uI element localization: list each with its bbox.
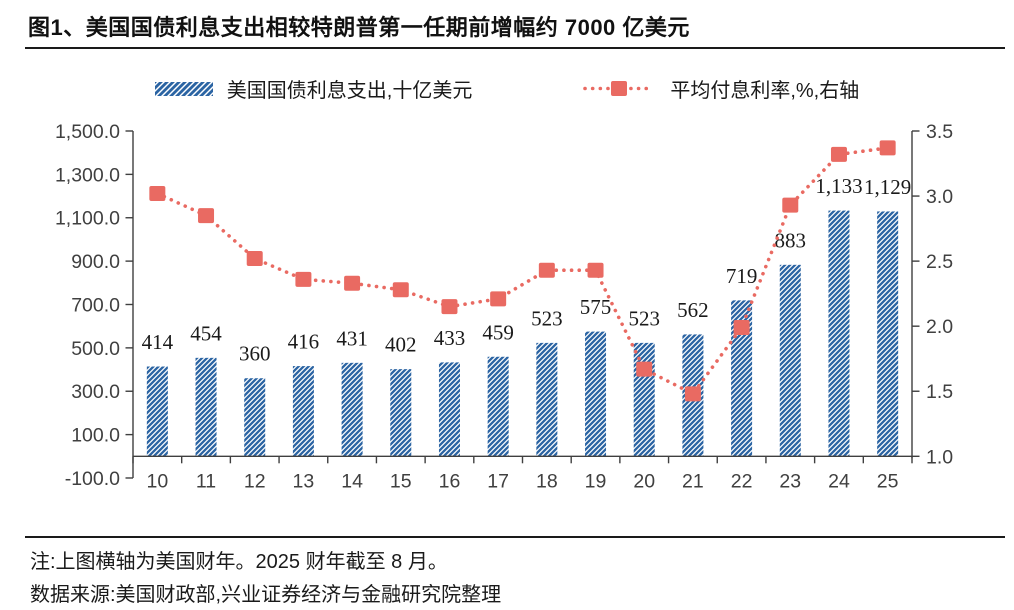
x-tick-label-fy12: 12: [244, 470, 266, 492]
right-axis: 3.5 3.0 2.5 2.0 1.5 1.0: [911, 121, 953, 468]
figure-title: 图1、美国国债利息支出相较特朗普第一任期前增幅约 7000 亿美元: [28, 15, 690, 40]
bar-fy17: [487, 356, 509, 457]
bar-label-fy19: 575: [580, 295, 612, 319]
rate-marker-fy24: [830, 146, 847, 162]
x-tick-label-fy23: 23: [779, 470, 801, 492]
right-tick-label: 3.5: [926, 121, 953, 143]
rate-marker-fy23: [782, 197, 799, 213]
bar-fy25: [877, 211, 899, 457]
rate-marker-fy12: [246, 251, 263, 267]
bar-label-fy17: 459: [482, 320, 514, 344]
bar-label-fy10: 414: [142, 330, 174, 354]
left-axis: 1,500.0 1,300.0 1,100.0 900.0 700.0 500.0 300.…: [55, 121, 134, 490]
x-tick-label-fy13: 13: [293, 470, 315, 492]
bar-label-fy25: 1,129: [864, 175, 911, 199]
hatched-bar-swatch-icon: [154, 81, 213, 96]
rate-marker-fy14: [344, 275, 361, 291]
bar-label-fy11: 454: [190, 321, 222, 345]
x-tick-label-fy21: 21: [682, 470, 704, 492]
x-tick-label-fy16: 16: [439, 470, 461, 492]
left-tick-label: 300.0: [71, 381, 120, 403]
bars-series: [146, 210, 899, 457]
legend-label-interest-expense: 美国国债利息支出,十亿美元: [226, 80, 473, 102]
left-tick-label: 100.0: [71, 425, 120, 447]
x-tick-label-fy15: 15: [390, 470, 412, 492]
right-tick-label: 3.0: [926, 186, 953, 208]
legend-item-avg-rate: 平均付息利率,%,右轴: [582, 74, 859, 103]
data-source: 数据来源:美国财政部,兴业证券经济与金融研究院整理: [30, 584, 502, 606]
right-tick-label: 2.0: [926, 316, 953, 338]
bar-fy10: [146, 366, 168, 457]
left-tick-label: 500.0: [71, 338, 120, 360]
x-tick-label-fy24: 24: [828, 470, 850, 492]
bar-label-fy14: 431: [336, 326, 368, 350]
rate-marker-fy10: [149, 185, 166, 201]
rate-marker-fy16: [441, 299, 458, 315]
bar-fy19: [585, 331, 607, 457]
bar-fy12: [244, 378, 266, 457]
category-axis: 10 11 12 13 14 15 16 17 18 19 20 21 22 23 24 25: [132, 455, 913, 492]
bar-fy15: [390, 369, 412, 457]
x-tick-label-fy18: 18: [536, 470, 558, 492]
bar-label-fy13: 416: [288, 330, 320, 354]
bar-fy18: [536, 342, 558, 457]
bar-fy13: [292, 366, 314, 457]
left-tick-label: 1,300.0: [55, 164, 120, 186]
rate-marker-fy22: [733, 319, 750, 335]
bar-label-fy24: 1,133: [815, 174, 862, 198]
x-tick-label-fy14: 14: [341, 470, 363, 492]
rate-marker-fy13: [295, 271, 312, 287]
left-tick-label: 1,500.0: [55, 121, 120, 143]
right-tick-label: 1.0: [926, 446, 953, 468]
bar-label-fy16: 433: [434, 326, 466, 350]
title-divider: [25, 47, 1005, 49]
x-tick-label-fy10: 10: [146, 470, 168, 492]
dotted-line-marker-swatch-icon: [583, 81, 656, 96]
rate-marker-fy20: [636, 361, 653, 377]
bar-fy23: [779, 264, 801, 457]
rate-marker-fy15: [392, 282, 409, 298]
rate-marker-fy25: [879, 140, 896, 156]
left-tick-label: -100.0: [65, 468, 120, 490]
rate-marker-fy17: [490, 291, 507, 307]
rate-marker-fy21: [684, 386, 701, 402]
chart-note: 注:上图横轴为美国财年。2025 财年截至 8 月。: [30, 551, 448, 573]
x-tick-label-fy11: 11: [196, 470, 216, 492]
left-tick-label: 900.0: [71, 251, 120, 273]
x-tick-label-fy17: 17: [487, 470, 509, 492]
footer-divider: [25, 536, 1005, 538]
bar-fy16: [438, 362, 460, 457]
bar-label-fy21: 562: [677, 298, 709, 322]
x-tick-label-fy20: 20: [633, 470, 655, 492]
rate-marker-fy19: [587, 262, 604, 278]
chart-legend: 美国国债利息支出,十亿美元 平均付息利率,%,右轴: [0, 74, 1014, 103]
legend-item-interest-expense: 美国国债利息支出,十亿美元: [154, 74, 473, 103]
right-tick-label: 2.5: [926, 251, 953, 273]
bar-label-fy22: 719: [726, 264, 758, 288]
left-tick-label: 700.0: [71, 294, 120, 316]
bar-fy14: [341, 362, 363, 457]
x-tick-label-fy19: 19: [585, 470, 607, 492]
bar-label-fy12: 360: [239, 342, 271, 366]
bar-fy22: [731, 300, 753, 457]
rate-marker-fy18: [538, 262, 555, 278]
bar-fy11: [195, 357, 217, 457]
rate-marker-fy11: [198, 208, 215, 224]
right-tick-label: 1.5: [926, 381, 953, 403]
x-tick-label-fy22: 22: [731, 470, 753, 492]
left-tick-label: 1,100.0: [55, 208, 120, 230]
legend-label-avg-rate: 平均付息利率,%,右轴: [670, 80, 860, 102]
bar-label-fy18: 523: [531, 306, 563, 330]
bar-label-fy20: 523: [628, 306, 660, 330]
rate-line-series: [149, 140, 896, 402]
bar-fy24: [828, 210, 850, 457]
bar-label-fy15: 402: [385, 333, 417, 357]
bar-fy20: [633, 342, 655, 457]
x-tick-label-fy25: 25: [877, 470, 899, 492]
